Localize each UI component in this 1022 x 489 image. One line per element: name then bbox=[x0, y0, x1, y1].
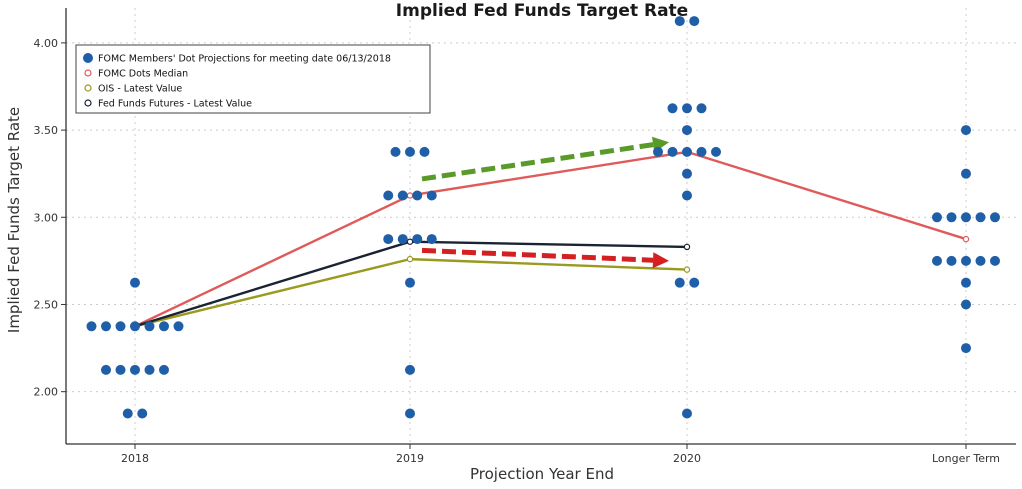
fomc-dot bbox=[674, 277, 685, 288]
legend-label: OIS - Latest Value bbox=[98, 84, 182, 95]
y-tick-label: 3.50 bbox=[34, 124, 59, 137]
fomc-dot bbox=[696, 146, 707, 157]
fomc-dot bbox=[130, 364, 140, 375]
fomc-dot bbox=[946, 212, 957, 223]
legend-marker bbox=[84, 99, 92, 107]
chart-title: Implied Fed Funds Target Rate bbox=[396, 1, 688, 21]
fomc-dot bbox=[405, 277, 415, 288]
fomc-dot bbox=[653, 146, 663, 157]
series-point bbox=[683, 243, 691, 251]
fomc-dot bbox=[130, 321, 140, 332]
x-tick-label: 2019 bbox=[396, 452, 424, 465]
fomc-dot bbox=[990, 255, 1000, 266]
fomc-dot bbox=[405, 364, 415, 375]
fomc-dot bbox=[115, 364, 126, 375]
fomc-dot bbox=[383, 234, 394, 245]
legend-box bbox=[75, 44, 431, 114]
trend-arrow-1 bbox=[421, 247, 654, 263]
y-tick-label: 2.00 bbox=[34, 386, 59, 399]
series-point bbox=[962, 235, 970, 243]
series-point bbox=[406, 192, 414, 199]
fomc-dot bbox=[397, 234, 408, 245]
fomc-dot bbox=[122, 408, 133, 419]
fomc-dot bbox=[144, 364, 155, 375]
series-point bbox=[406, 238, 414, 245]
fomc-dot bbox=[383, 190, 394, 201]
fomc-dot bbox=[961, 299, 971, 310]
fomc-dot bbox=[961, 343, 971, 354]
fomc-dot bbox=[405, 146, 415, 157]
fomc-dot bbox=[990, 212, 1000, 223]
fomc-dot bbox=[130, 277, 140, 288]
fomc-dot bbox=[961, 212, 971, 223]
legend-label: Fed Funds Futures - Latest Value bbox=[98, 99, 252, 110]
fomc-dot bbox=[946, 255, 957, 266]
legend-marker bbox=[83, 53, 93, 63]
fomc-dot bbox=[682, 103, 692, 114]
fomc-dot bbox=[390, 146, 401, 157]
fomc-dot bbox=[932, 212, 942, 223]
legend-marker bbox=[84, 84, 92, 92]
fomc-dot bbox=[412, 190, 423, 201]
y-tick-label: 3.00 bbox=[34, 211, 59, 224]
fomc-dot bbox=[696, 103, 707, 114]
fomc-dot bbox=[975, 255, 986, 266]
x-tick-label: 2018 bbox=[121, 452, 149, 465]
x-axis-label: Projection Year End bbox=[470, 465, 614, 483]
fomc-dot bbox=[101, 321, 111, 332]
fomc-dot bbox=[689, 16, 700, 27]
y-tick-label: 4.00 bbox=[34, 37, 59, 50]
fomc-dot bbox=[405, 408, 415, 419]
fomc-dot bbox=[667, 146, 678, 157]
fomc-dot bbox=[682, 190, 692, 201]
trend-arrow-head-1 bbox=[652, 252, 669, 269]
fomc-dot bbox=[682, 168, 692, 179]
fomc-dot bbox=[975, 212, 986, 223]
legend-marker bbox=[84, 69, 92, 77]
fomc-dot bbox=[137, 408, 148, 419]
x-tick-label: Longer Term bbox=[932, 452, 1000, 465]
legend-label: FOMC Members' Dot Projections for meetin… bbox=[98, 54, 391, 65]
fomc-dot bbox=[689, 277, 700, 288]
fomc-dot bbox=[412, 234, 423, 245]
fomc-dot bbox=[115, 321, 126, 332]
fomc-dot bbox=[932, 255, 942, 266]
fomc-dot bbox=[144, 321, 155, 332]
fomc-dot bbox=[711, 146, 721, 157]
fomc-dot bbox=[682, 125, 692, 136]
fomc-dot bbox=[397, 190, 408, 201]
fomc-dot bbox=[101, 364, 111, 375]
fomc-dot bbox=[86, 321, 97, 332]
series-point bbox=[683, 266, 691, 273]
fomc-dot bbox=[682, 146, 692, 157]
y-axis-label: Implied Fed Funds Target Rate bbox=[5, 107, 23, 333]
fomc-dot bbox=[667, 103, 678, 114]
fomc-dot bbox=[159, 321, 169, 332]
fomc-dot bbox=[961, 125, 971, 136]
fomc-dot bbox=[426, 234, 437, 245]
fomc-dot bbox=[961, 277, 971, 288]
legend-label: FOMC Dots Median bbox=[98, 69, 188, 80]
series-point bbox=[406, 255, 414, 263]
series-line-1 bbox=[134, 257, 688, 328]
fomc-dot bbox=[961, 168, 971, 179]
fomc-dot bbox=[173, 321, 184, 332]
fomc-dot bbox=[961, 255, 971, 266]
fomc-dot bbox=[426, 190, 437, 201]
y-tick-label: 2.50 bbox=[34, 298, 59, 311]
fomc-dot bbox=[674, 16, 685, 27]
x-tick-label: 2020 bbox=[673, 452, 701, 465]
series-line-0 bbox=[134, 150, 967, 328]
fomc-dot bbox=[419, 146, 430, 157]
fomc-dot bbox=[159, 364, 169, 375]
fomc-dot bbox=[682, 408, 692, 419]
